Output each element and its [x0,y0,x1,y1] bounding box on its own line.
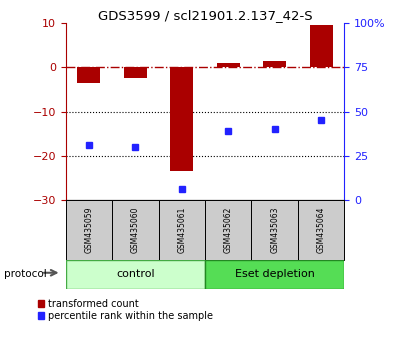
Bar [216,63,239,67]
Bar [124,67,146,78]
Text: GSM435061: GSM435061 [177,207,186,253]
Bar [170,67,193,171]
Bar [251,200,297,260]
Text: GSM435060: GSM435060 [130,207,139,253]
Bar [77,67,100,83]
Legend: transformed count, percentile rank within the sample: transformed count, percentile rank withi… [38,299,213,321]
Bar [204,200,251,260]
Text: GSM435059: GSM435059 [84,207,93,253]
Bar [158,200,204,260]
Text: GSM435062: GSM435062 [223,207,232,253]
Bar [65,260,204,289]
Bar [297,200,344,260]
Text: GSM435064: GSM435064 [316,207,325,253]
Title: GDS3599 / scl21901.2.137_42-S: GDS3599 / scl21901.2.137_42-S [97,9,312,22]
Text: protocol: protocol [4,269,47,279]
Text: Eset depletion: Eset depletion [234,269,314,279]
Bar [263,61,285,67]
Bar [309,25,332,67]
Bar [204,260,344,289]
Bar [65,200,112,260]
Bar [112,200,158,260]
Text: GSM435063: GSM435063 [270,207,279,253]
Text: control: control [116,269,154,279]
